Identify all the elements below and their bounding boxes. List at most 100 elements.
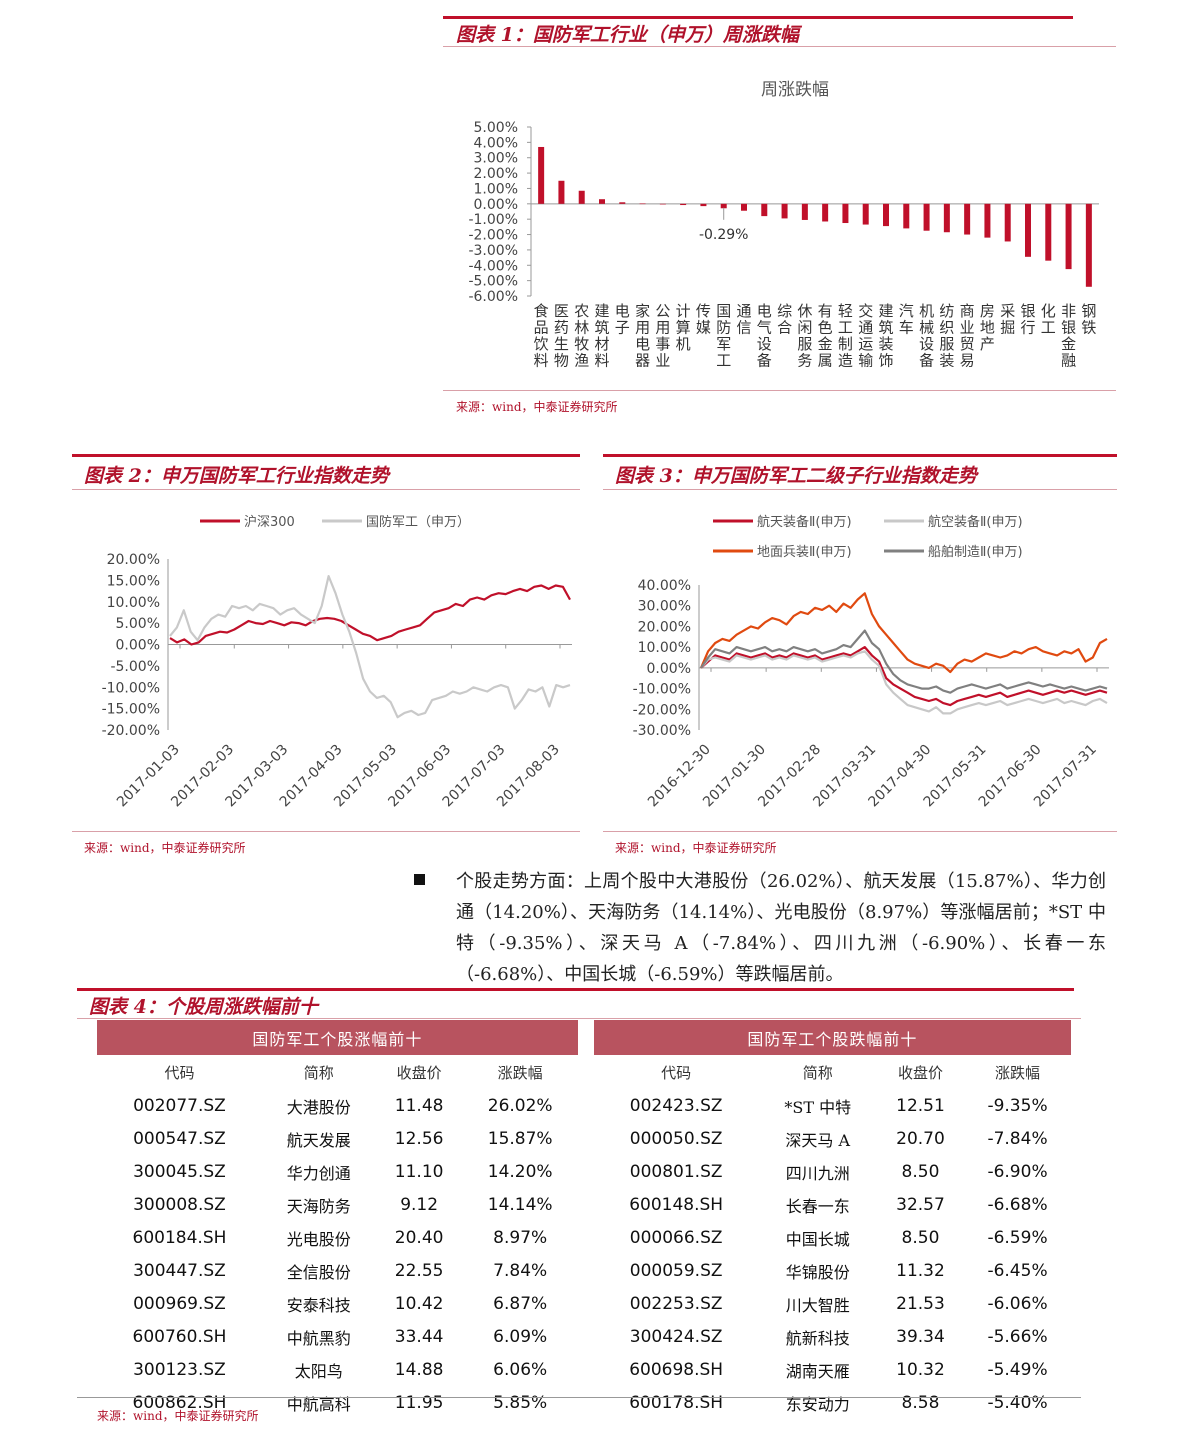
bar: [1004, 203, 1011, 242]
table-row: 000969.SZ 安泰科技 10.42 6.87% 002253.SZ 川大智胜 21.5…: [97, 1287, 1071, 1320]
legend-label: 地面兵装Ⅱ(申万): [757, 545, 852, 560]
figure1-chart: 周涨跌幅 5.00%4.00%3.00%2.00%1.00%0.00%-1.00…: [468, 80, 1099, 370]
x-tick-label: 机械设备: [919, 302, 934, 370]
x-tick-label: 交通运输: [858, 302, 873, 370]
y-tick-label: 2.00%: [474, 166, 518, 182]
figure2-title-rule: [72, 489, 580, 490]
figure1-title: 图表 1：国防军工行业（申万）周涨跌幅: [456, 24, 799, 46]
close-price: 20.70: [896, 1128, 945, 1149]
stock-code: 000050.SZ: [629, 1128, 723, 1149]
table-row: 300008.SZ 天海防务 9.12 14.14% 600148.SH 长春一东 32.5…: [97, 1188, 1071, 1221]
table-row: 002077.SZ 大港股份 11.48 26.02% 002423.SZ *ST 中特 1…: [97, 1089, 1071, 1122]
series-line: [700, 646, 1108, 707]
y-tick-label: 20.00%: [107, 552, 160, 568]
figure2-legend: 沪深300 国防军工（申万）: [200, 514, 470, 530]
bar: [883, 203, 889, 227]
stock-code: 000547.SZ: [133, 1128, 226, 1149]
close-price: 8.50: [901, 1161, 940, 1182]
stock-name: 大港股份: [286, 1097, 351, 1117]
column-header: 简称: [303, 1063, 334, 1082]
figure2-title: 图表 2：申万国防军工行业指数走势: [84, 465, 389, 487]
x-tick-label: 食品饮料: [534, 302, 549, 370]
bar: [619, 202, 626, 204]
bar: [700, 203, 707, 207]
row-gap: [578, 1353, 594, 1386]
stock-code: 300447.SZ: [133, 1260, 226, 1281]
close-price: 32.57: [896, 1194, 945, 1215]
figure2-axes: 20.00% 15.00% 10.00% 5.00% 0.00% -5.00% -10.00…: [102, 552, 572, 810]
stock-code: 300424.SZ: [629, 1326, 723, 1347]
close-price: 9.12: [400, 1194, 439, 1215]
y-tick-label: 3.00%: [474, 151, 518, 167]
series-line: [169, 574, 571, 719]
y-tick-label: 20.00%: [638, 619, 691, 635]
x-tick-label: 公用事业: [655, 302, 670, 370]
pct-change: -6.06%: [987, 1293, 1048, 1314]
x-tick-label: 电气设备: [757, 302, 772, 370]
header-gap: [577, 1020, 594, 1055]
x-tick-label: 通信: [736, 302, 751, 337]
table-row: 300045.SZ 华力创通 11.10 14.20% 000801.SZ 四川九洲 8.5…: [97, 1155, 1071, 1188]
close-price: 11.32: [896, 1260, 945, 1281]
stock-summary-paragraph: 个股走势方面：上周个股中大港股份（26.02%）、航天发展（15.87%）、华力…: [456, 871, 1106, 985]
bar: [1085, 203, 1092, 287]
close-price: 12.51: [896, 1095, 945, 1116]
figure3-legend: 航天装备Ⅱ(申万) 航空装备Ⅱ(申万) 地面兵装Ⅱ(申万) 船舶制造Ⅱ(申万): [713, 514, 1023, 560]
table-row: 600184.SH 光电股份 20.40 8.97% 000066.SZ 中国长城 8.50…: [97, 1221, 1071, 1254]
figure3-top-rule: [603, 454, 1117, 457]
y-tick-label: 5.00%: [474, 120, 518, 136]
x-tick-label: 综合: [777, 302, 792, 337]
pct-change: 7.84%: [493, 1260, 548, 1281]
stock-code: 300045.SZ: [133, 1161, 226, 1182]
y-tick-label: -20.00%: [102, 723, 160, 739]
bar: [943, 203, 950, 233]
table-row: 300447.SZ 全信股份 22.55 7.84% 000059.SZ 华锦股份 11.3…: [97, 1254, 1071, 1287]
y-tick-label: 0.00%: [474, 197, 518, 213]
stock-name: 全信股份: [286, 1262, 351, 1282]
bar: [862, 203, 869, 225]
y-tick-label: 10.00%: [107, 595, 160, 611]
figure3-chart: 航天装备Ⅱ(申万) 航空装备Ⅱ(申万) 地面兵装Ⅱ(申万) 船舶制造Ⅱ(申万) 40.…: [633, 514, 1109, 810]
stock-code: 002077.SZ: [133, 1095, 226, 1116]
figure1-top-rule: [443, 16, 1073, 19]
figure1-axes: 5.00%4.00%3.00%2.00%1.00%0.00%-1.00%-2.0…: [468, 120, 1099, 305]
row-gap: [578, 1287, 594, 1320]
x-tick-label: 休闲服务: [797, 302, 812, 370]
y-tick-label: 0.00%: [647, 661, 691, 677]
x-tick-label: 轻工制造: [838, 302, 853, 370]
figure1-bars: -0.29%: [538, 146, 1092, 287]
pct-change: -6.45%: [987, 1260, 1048, 1281]
close-price: 10.32: [896, 1359, 945, 1380]
stock-name: 太阳鸟: [294, 1361, 343, 1381]
y-tick-label: -2.00%: [468, 228, 518, 244]
stock-name: 华力创通: [286, 1163, 351, 1183]
y-tick-label: 5.00%: [116, 616, 160, 632]
close-price: 14.88: [394, 1359, 444, 1380]
close-price: 22.55: [394, 1260, 444, 1281]
bar: [923, 203, 930, 231]
bar: [1045, 203, 1052, 261]
y-tick-label: -30.00%: [633, 723, 691, 739]
stock-code: 000969.SZ: [133, 1293, 226, 1314]
stock-code: 000801.SZ: [629, 1161, 723, 1182]
figure3-title: 图表 3：申万国防军工二级子行业指数走势: [615, 465, 977, 487]
x-tick-label: 有色金属: [818, 302, 833, 370]
y-tick-label: -20.00%: [633, 702, 691, 718]
y-tick-label: -10.00%: [633, 682, 691, 698]
bar: [558, 180, 565, 204]
figure4-title: 图表 4：个股周涨跌幅前十: [89, 996, 318, 1018]
figure3-bottom-rule: [603, 831, 1117, 832]
y-tick-label: -1.00%: [468, 212, 518, 228]
legend-label: 航天装备Ⅱ(申万): [757, 514, 852, 530]
row-gap: [578, 1254, 594, 1287]
legend-label: 国防军工（申万）: [366, 514, 470, 530]
table-row: 000547.SZ 航天发展 12.56 15.87% 000050.SZ 深天马 A 20…: [97, 1122, 1071, 1155]
figure3-lines: [699, 592, 1108, 715]
close-price: 8.58: [901, 1392, 940, 1413]
row-gap: [578, 1188, 594, 1221]
pct-change: 5.85%: [493, 1392, 548, 1413]
pct-change: -5.66%: [987, 1326, 1048, 1347]
x-tick-label: 建筑装饰: [878, 302, 893, 370]
row-gap: [578, 1089, 594, 1122]
figure4-title-rule: [77, 1018, 1081, 1019]
